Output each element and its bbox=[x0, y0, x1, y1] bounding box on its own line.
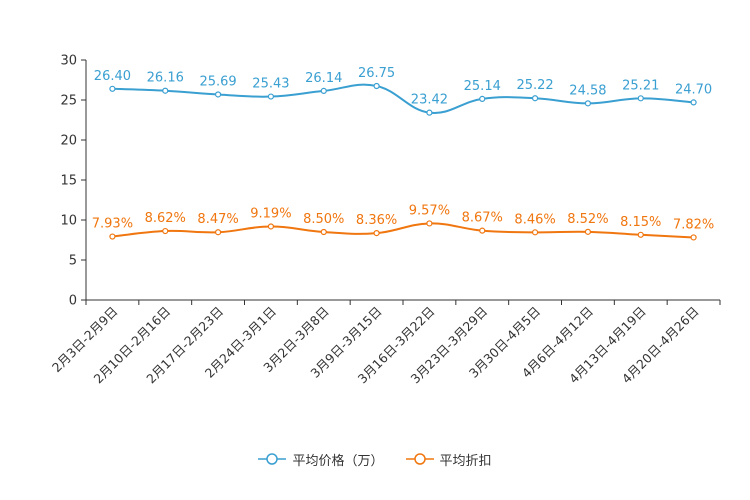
data-label: 8.50% bbox=[303, 212, 344, 227]
data-point bbox=[214, 91, 222, 98]
series-layer: 26.40 26.16 25.69 25.43 26.14 26.75 23.42 25.14… bbox=[92, 66, 714, 241]
data-label: 7.82% bbox=[673, 217, 714, 232]
data-point bbox=[637, 95, 644, 102]
data-label: 25.14 bbox=[464, 79, 501, 94]
data-point bbox=[162, 227, 169, 235]
y-tick-label: 0 bbox=[69, 294, 77, 309]
y-tick-label: 20 bbox=[60, 134, 77, 149]
legend-item-discount[interactable]: 平均折扣 bbox=[405, 450, 492, 469]
data-label: 23.42 bbox=[411, 93, 448, 108]
data-label: 8.52% bbox=[567, 212, 608, 227]
data-label: 25.43 bbox=[252, 77, 289, 92]
data-label: 7.93% bbox=[92, 217, 133, 232]
price-line-marker-icon bbox=[258, 453, 287, 465]
legend-item-price[interactable]: 平均价格（万） bbox=[258, 450, 384, 469]
series-line bbox=[112, 222, 694, 239]
data-label: 25.69 bbox=[199, 74, 236, 89]
data-label: 26.40 bbox=[94, 69, 131, 84]
data-point bbox=[109, 233, 116, 240]
data-point bbox=[426, 109, 433, 116]
data-point bbox=[373, 230, 380, 237]
data-label: 8.46% bbox=[514, 212, 555, 227]
data-label: 9.19% bbox=[250, 206, 291, 221]
data-label: 8.15% bbox=[620, 215, 661, 230]
data-label: 26.75 bbox=[358, 66, 395, 81]
line-chart: 0 5 10 15 20 25 30 2月3日-2月9日2月10日-2月16日2月17日-2… bbox=[49, 54, 721, 386]
series-1: 7.93% 8.62% 8.47% 9.19% 8.50% 8.36% 9.57% 8.67%… bbox=[92, 203, 714, 241]
data-label: 8.67% bbox=[462, 211, 503, 226]
data-point bbox=[214, 229, 222, 236]
y-tick-label: 5 bbox=[69, 254, 77, 269]
data-point bbox=[162, 87, 169, 94]
data-point bbox=[690, 99, 697, 106]
y-tick-label: 30 bbox=[60, 54, 77, 69]
series-0: 26.40 26.16 25.69 25.43 26.14 26.75 23.42 25.14… bbox=[94, 66, 712, 116]
data-point bbox=[109, 85, 116, 92]
data-point bbox=[584, 228, 592, 235]
data-label: 24.70 bbox=[675, 82, 712, 97]
data-point bbox=[637, 231, 644, 238]
discount-line-marker-icon bbox=[405, 453, 434, 465]
data-point bbox=[426, 220, 433, 227]
data-label: 8.62% bbox=[145, 211, 186, 226]
data-point bbox=[690, 234, 697, 241]
legend-label-discount: 平均折扣 bbox=[439, 453, 492, 469]
data-label: 25.21 bbox=[622, 78, 659, 93]
data-point bbox=[479, 227, 486, 234]
data-point bbox=[373, 82, 380, 90]
data-point bbox=[320, 87, 327, 94]
data-point bbox=[479, 95, 486, 102]
y-tick-label: 15 bbox=[60, 174, 77, 189]
data-label: 8.36% bbox=[356, 213, 397, 228]
data-label: 26.14 bbox=[305, 71, 342, 86]
data-label: 24.58 bbox=[569, 83, 606, 98]
data-point bbox=[531, 95, 539, 102]
data-point bbox=[320, 228, 327, 236]
data-point bbox=[531, 229, 539, 236]
data-point bbox=[267, 223, 275, 230]
data-label: 25.22 bbox=[516, 78, 553, 93]
series-line bbox=[112, 83, 694, 114]
x-axis: 2月3日-2月9日2月10日-2月16日2月17日-2月23日2月24日-3月1… bbox=[49, 299, 721, 386]
data-label: 8.47% bbox=[197, 212, 238, 227]
y-tick-label: 25 bbox=[60, 94, 77, 109]
y-tick-label: 10 bbox=[60, 214, 77, 229]
data-label: 26.16 bbox=[147, 71, 184, 86]
data-label: 9.57% bbox=[409, 203, 450, 218]
legend: 平均价格（万） 平均折扣 bbox=[0, 448, 750, 470]
data-point bbox=[584, 100, 592, 107]
data-point bbox=[267, 93, 275, 100]
legend-label-price: 平均价格（万） bbox=[292, 453, 384, 469]
y-axis: 0 5 10 15 20 25 30 bbox=[60, 54, 87, 309]
